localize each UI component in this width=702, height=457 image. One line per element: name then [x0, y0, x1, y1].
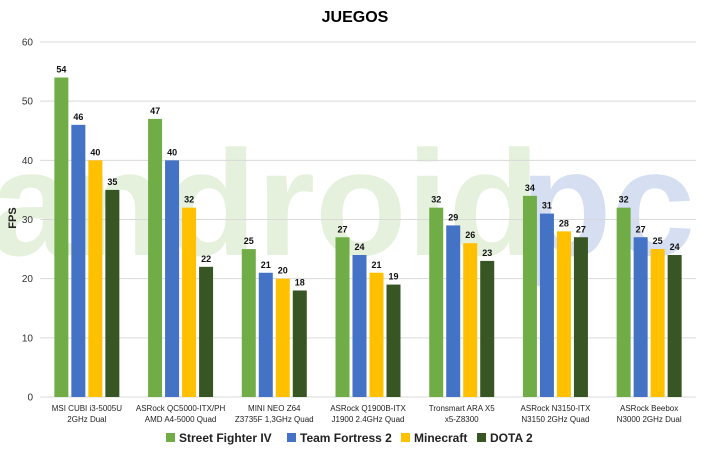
- data-label: 18: [295, 278, 305, 288]
- data-label: 21: [371, 260, 381, 270]
- category-label: ASRock N3150-ITX: [521, 404, 591, 413]
- bar: [275, 278, 290, 397]
- legend-label: Minecraft: [414, 431, 467, 445]
- bar: [241, 249, 256, 397]
- data-label: 46: [73, 112, 83, 122]
- data-label: 40: [167, 147, 177, 157]
- data-label: 25: [244, 236, 254, 246]
- data-label: 40: [90, 147, 100, 157]
- data-label: 23: [482, 248, 492, 258]
- bar: [352, 255, 367, 397]
- legend-label: Team Fortress 2: [300, 431, 392, 445]
- y-tick-label: 20: [22, 274, 34, 285]
- bar: [522, 195, 537, 397]
- y-axis-label: FPS: [7, 207, 19, 228]
- bar: [88, 160, 103, 397]
- data-label: 35: [107, 177, 117, 187]
- bar: [667, 255, 682, 397]
- bar: [480, 260, 495, 397]
- bar: [54, 77, 69, 397]
- data-labels: 54 46 40 35 47 40 32 22 25 21 20 18 27 24 21 19 32 29 26 23…: [56, 65, 679, 288]
- bar: [165, 160, 180, 397]
- data-label: 32: [619, 195, 629, 205]
- bar: [616, 207, 631, 397]
- bar: [446, 225, 461, 397]
- data-label: 29: [448, 212, 458, 222]
- data-label: 25: [653, 236, 663, 246]
- bar: [105, 189, 120, 397]
- legend-label: Street Fighter IV: [179, 431, 272, 445]
- data-label: 19: [388, 272, 398, 282]
- y-tick-label: 40: [22, 156, 34, 167]
- legend-swatch: [287, 433, 296, 442]
- data-label: 27: [636, 224, 646, 234]
- legend-label: DOTA 2: [490, 431, 533, 445]
- data-label: 32: [431, 195, 441, 205]
- data-label: 21: [261, 260, 271, 270]
- bar: [573, 237, 588, 397]
- category-label: N3000 2GHz Dual: [617, 415, 682, 424]
- category-label: Z3735F 1,3GHz Quad: [235, 415, 314, 424]
- bar: [633, 237, 648, 397]
- bar: [182, 207, 197, 397]
- data-label: 26: [465, 230, 475, 240]
- data-label: 54: [56, 65, 66, 75]
- data-label: 47: [150, 106, 160, 116]
- y-tick-label: 50: [22, 97, 34, 108]
- category-label: MINI NEO Z64: [248, 404, 301, 413]
- category-label: Tronsmart ARA X5: [429, 404, 496, 413]
- y-tick-label: 60: [22, 38, 34, 49]
- legend: Street Fighter IV Team Fortress 2 Minecraf…: [166, 431, 533, 445]
- data-label: 31: [542, 201, 552, 211]
- category-label: ASRock Beebox: [620, 404, 678, 413]
- data-label: 32: [184, 195, 194, 205]
- data-label: 27: [576, 224, 586, 234]
- bar: [148, 118, 163, 398]
- legend-swatch: [166, 433, 175, 442]
- category-label: ASRock QC5000-ITX/PH: [136, 404, 226, 413]
- category-label: AMD A4-5000 Quad: [145, 415, 217, 424]
- data-label: 20: [278, 266, 288, 276]
- bar: [335, 237, 350, 397]
- category-label: ASRock Q1900B-ITX: [330, 404, 406, 413]
- category-label: J1900 2.4GHz Quad: [332, 415, 405, 424]
- legend-swatch: [477, 433, 486, 442]
- data-label: 27: [337, 224, 347, 234]
- bar: [71, 124, 86, 397]
- bar: [258, 272, 273, 397]
- bar: [556, 231, 571, 397]
- category-label: MSI CUBI i3-5005U: [52, 404, 122, 413]
- bar: [199, 266, 214, 397]
- category-labels: MSI CUBI i3-5005U 2GHz Dual ASRock QC5000-…: [52, 404, 682, 424]
- bar: [369, 272, 384, 397]
- data-label: 28: [559, 218, 569, 228]
- bar: [650, 249, 665, 397]
- category-label: x5-Z8300: [445, 415, 479, 424]
- bar: [429, 207, 444, 397]
- data-label: 34: [525, 183, 535, 193]
- data-label: 24: [354, 242, 364, 252]
- category-label: N3150 2GHz Quad: [521, 415, 589, 424]
- bar: [463, 243, 478, 397]
- bar: [386, 284, 401, 397]
- bar: [539, 213, 554, 397]
- y-tick-label: 0: [27, 393, 33, 404]
- data-label: 24: [670, 242, 680, 252]
- chart-title: JUEGOS: [322, 9, 389, 26]
- y-tick-label: 30: [22, 215, 34, 226]
- category-label: 2GHz Dual: [67, 415, 106, 424]
- data-label: 22: [201, 254, 211, 264]
- bars: [54, 77, 682, 398]
- y-tick-label: 10: [22, 333, 34, 344]
- bar: [292, 290, 307, 397]
- legend-swatch: [401, 433, 410, 442]
